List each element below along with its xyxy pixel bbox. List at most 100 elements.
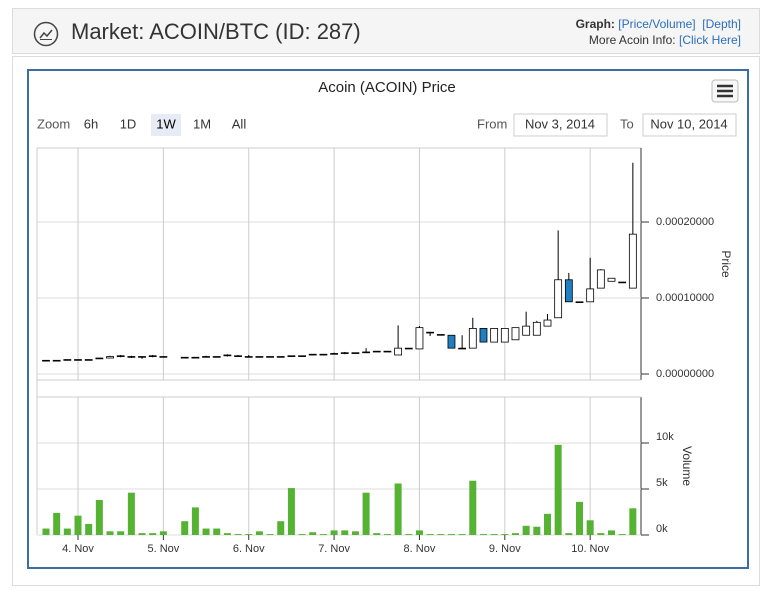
- volume-bar: [458, 534, 466, 535]
- candle-body: [415, 327, 424, 350]
- volume-bar: [309, 532, 317, 535]
- volume-bar: [138, 533, 146, 535]
- candle-body: [330, 353, 338, 355]
- candle-body: [511, 327, 520, 341]
- candle-body: [340, 352, 349, 354]
- volume-bar: [255, 531, 263, 535]
- x-tick-label: 4. Nov: [62, 543, 94, 555]
- y-axis-title: Price: [719, 250, 733, 278]
- to-date[interactable]: Nov 10, 2014: [650, 116, 727, 131]
- volume-bar: [362, 492, 370, 535]
- info-label: More Acoin Info:: [588, 33, 676, 47]
- y2-tick-label: 10k: [656, 431, 674, 443]
- from-label: From: [477, 116, 507, 131]
- candle-body: [84, 359, 93, 361]
- volume-bar: [394, 483, 402, 535]
- x-tick-label: 9. Nov: [489, 543, 521, 555]
- y2-tick-label: 5k: [656, 477, 668, 489]
- x-tick-label: 5. Nov: [147, 543, 179, 555]
- candle-body: [586, 288, 595, 303]
- volume-bar: [341, 530, 349, 535]
- candle-body: [628, 233, 637, 289]
- zoom-button[interactable]: 1D: [120, 116, 137, 131]
- volume-bar: [586, 520, 594, 535]
- zoom-button[interactable]: All: [232, 116, 247, 131]
- volume-bar: [490, 534, 498, 535]
- x-tick-label: 7. Nov: [318, 543, 350, 555]
- volume-bar: [181, 521, 189, 535]
- volume-bar: [191, 507, 199, 535]
- candle-body: [42, 359, 50, 362]
- to-label: To: [620, 116, 634, 131]
- candle-body: [234, 355, 242, 357]
- info-link[interactable]: [Click Here]: [678, 33, 741, 47]
- y-tick-label: 0.00000000: [656, 368, 714, 380]
- volume-bar: [597, 533, 605, 535]
- volume-bar: [298, 534, 306, 535]
- candle-body: [308, 353, 317, 356]
- zoom-button[interactable]: 1M: [193, 116, 211, 131]
- volume-bar: [608, 530, 616, 535]
- candle-body: [426, 331, 435, 334]
- candle-body: [127, 356, 136, 358]
- candle-body: [148, 355, 157, 357]
- candle-body: [52, 359, 61, 362]
- menu-button[interactable]: [711, 79, 739, 103]
- volume-bar: [576, 501, 583, 535]
- volume-bar: [383, 534, 391, 535]
- volume-bar: [565, 533, 573, 535]
- candle-body: [202, 356, 210, 358]
- volume-bar: [127, 492, 135, 535]
- y2-tick-label: 0k: [656, 523, 668, 535]
- candle-body: [255, 356, 264, 358]
- zoom-button[interactable]: 1W: [156, 116, 176, 131]
- volume-bar: [42, 528, 50, 535]
- volume-bar: [533, 526, 541, 535]
- candle-body: [554, 279, 563, 319]
- depth-link[interactable]: [Depth]: [702, 17, 741, 31]
- volume-bar: [277, 521, 285, 535]
- zoom-button[interactable]: 6h: [84, 116, 98, 131]
- candle-body: [159, 356, 168, 358]
- market-header: Market: ACOIN/BTC (ID: 287) Graph: [Pric…: [12, 8, 760, 54]
- volume-bar: [426, 534, 434, 535]
- candle-body: [500, 328, 509, 343]
- y-tick-label: 0.00010000: [656, 292, 714, 304]
- from-input[interactable]: [513, 113, 608, 137]
- candle-body: [266, 356, 274, 358]
- volume-bar: [629, 508, 637, 535]
- volume-bar: [234, 534, 242, 535]
- volume-bar: [159, 531, 167, 535]
- candle-body: [383, 350, 392, 353]
- x-tick-label: 8. Nov: [404, 543, 436, 555]
- volume-bar: [373, 533, 381, 535]
- volume-bar: [85, 523, 93, 535]
- chart-frame: [27, 69, 749, 569]
- volume-bar: [223, 533, 231, 535]
- candle-body: [596, 269, 605, 289]
- price-volume-link[interactable]: [Price/Volume]: [618, 17, 696, 31]
- market-title: Market: ACOIN/BTC (ID: 287): [71, 19, 361, 44]
- candle-body: [607, 277, 616, 282]
- candle-body: [458, 347, 467, 350]
- candle-body: [522, 325, 531, 336]
- candle-body: [191, 356, 200, 359]
- candle-body: [479, 328, 488, 343]
- to-input[interactable]: [642, 113, 737, 137]
- volume-bar: [543, 513, 551, 535]
- candle-body: [468, 328, 477, 349]
- chart-title: Acoin (ACOIN) Price: [318, 79, 456, 96]
- from-date[interactable]: Nov 3, 2014: [525, 116, 595, 131]
- candle-body: [287, 355, 296, 357]
- volume-bar: [245, 534, 253, 535]
- candle-body: [180, 356, 189, 359]
- volume-bar: [522, 525, 530, 535]
- candle-body: [575, 301, 584, 304]
- graph-label: Graph:: [575, 17, 615, 31]
- x-tick-label: 6. Nov: [233, 543, 265, 555]
- volume-bar: [213, 528, 221, 535]
- candle-body: [372, 350, 381, 353]
- x-tick-label: 10. Nov: [571, 543, 609, 555]
- candle-body: [138, 356, 146, 358]
